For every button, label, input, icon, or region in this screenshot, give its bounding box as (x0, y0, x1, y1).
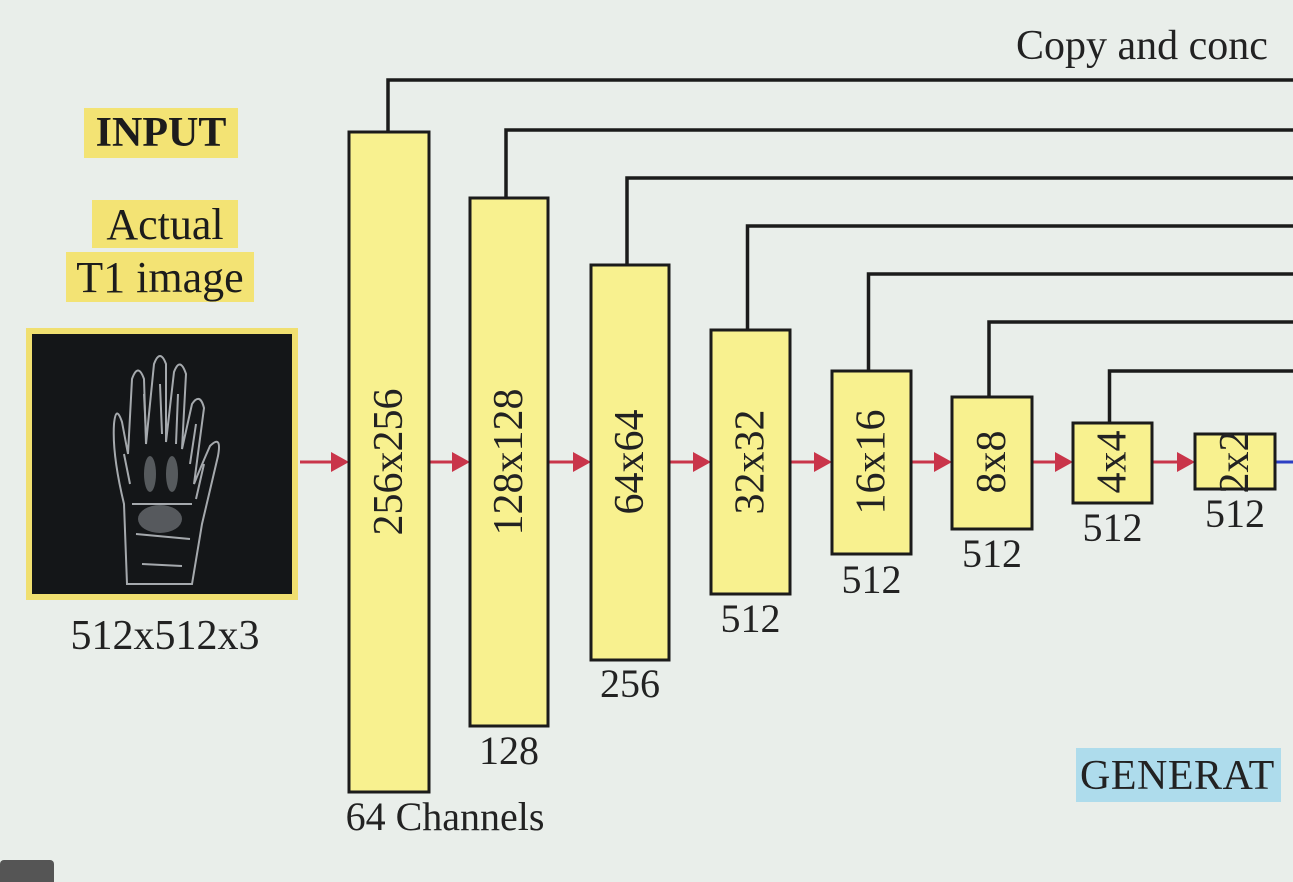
block-channel-label: 256 (600, 661, 660, 706)
skip-connection-5 (866, 272, 1293, 371)
encoder-block-3 (589, 263, 671, 662)
block-channel-label: 512 (962, 531, 1022, 576)
encoder-blocks: 256x256 64 Channels 128x128 128 64x64 256 32x3… (346, 130, 1277, 839)
encoder-block-4 (709, 328, 792, 596)
block-channel-label: 64 Channels (346, 794, 545, 839)
flow-arrow-head-6 (1055, 452, 1073, 472)
flow-arrow-head-4 (814, 452, 832, 472)
skip-connection-7 (1107, 369, 1293, 423)
block-channel-label: 128 (479, 728, 539, 773)
block-size-label: 64x64 (607, 410, 653, 515)
skip-connection-3 (625, 176, 1293, 265)
block-size-label: 8x8 (969, 431, 1015, 494)
encoder-block-8 (1193, 432, 1277, 491)
block-size-label: 256x256 (366, 389, 412, 536)
block-channel-label: 512 (1205, 491, 1265, 536)
encoder-block-7 (1071, 421, 1154, 505)
copy-and-concat-label: Copy and conc (1016, 23, 1268, 69)
flow-arrows (300, 452, 1293, 472)
skip-connections (386, 78, 1293, 423)
input-subtitle-line1: Actual (92, 200, 238, 249)
block-channel-label: 512 (721, 596, 781, 641)
block-channel-label: 512 (842, 557, 902, 602)
encoder-block-2 (468, 196, 550, 728)
flow-arrow-head-1 (452, 452, 470, 472)
input-size-label: 512x512x3 (70, 613, 260, 659)
skip-connection-2 (504, 128, 1293, 198)
skip-connection-6 (987, 320, 1293, 397)
corner-tab (0, 860, 54, 882)
flow-arrow-head-3 (693, 452, 711, 472)
block-size-label: 4x4 (1090, 431, 1136, 494)
skip-connection-4 (745, 224, 1293, 330)
block-size-label: 2x2 (1212, 431, 1258, 494)
flow-arrow-head-5 (934, 452, 952, 472)
flow-arrow-head-0 (331, 452, 349, 472)
hand-xray-image (32, 334, 292, 594)
block-size-label: 16x16 (849, 410, 895, 515)
encoder-block-5 (830, 369, 913, 556)
block-channel-label: 512 (1083, 505, 1143, 550)
input-subtitle-line2: T1 image (66, 252, 254, 302)
input-title: INPUT (84, 108, 238, 158)
skip-connection-1 (386, 78, 1293, 132)
block-size-label: 32x32 (728, 410, 774, 515)
encoder-block-6 (950, 395, 1034, 531)
hand-xray-icon (112, 355, 220, 585)
flow-arrow-head-2 (573, 452, 591, 472)
block-size-label: 128x128 (486, 389, 532, 536)
flow-arrow-head-7 (1177, 452, 1195, 472)
generator-label: GENERAT (1076, 748, 1281, 802)
encoder-block-1 (347, 130, 431, 794)
input-image-frame (26, 328, 298, 600)
